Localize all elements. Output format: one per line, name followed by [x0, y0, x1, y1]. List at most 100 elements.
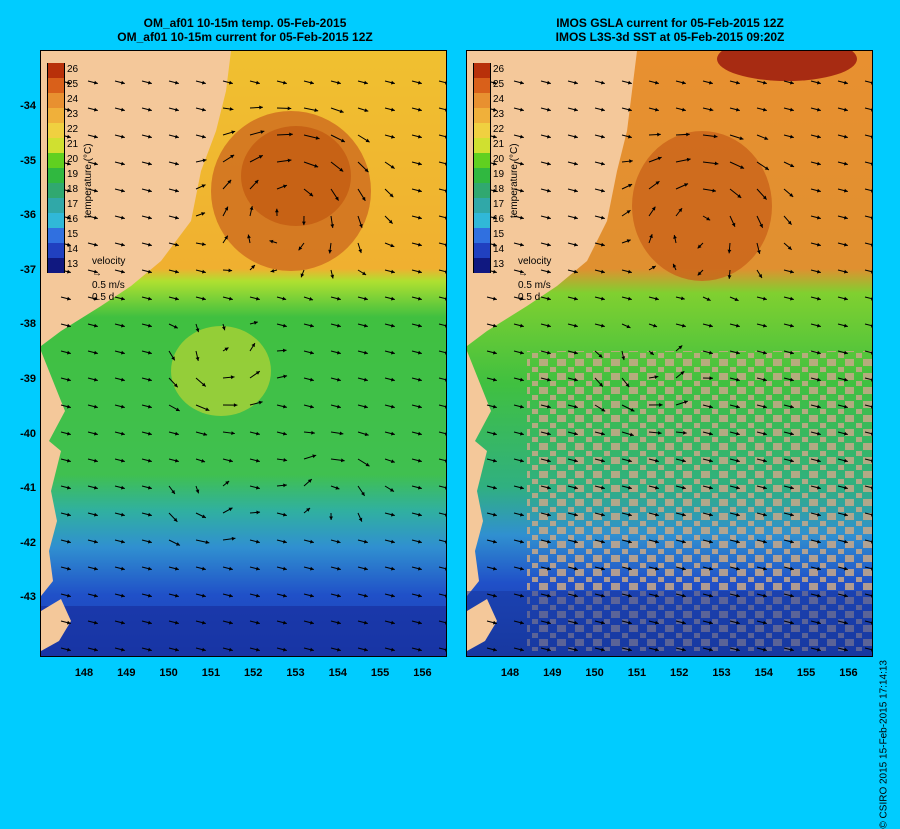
- velocity-key-left: velocity → 0.5 m/s 0.5 d: [92, 256, 125, 304]
- colorbar-swatch: [473, 168, 491, 183]
- colorbar-swatch: [473, 78, 491, 93]
- colorbar-tick-label: 15: [493, 229, 504, 240]
- current-arrowhead: [121, 189, 125, 193]
- latitude-tick-label: -39: [2, 373, 36, 385]
- current-arrowhead: [121, 108, 125, 112]
- colorbar-tick-label: 18: [493, 184, 504, 195]
- current-arrowhead: [148, 108, 152, 112]
- latitude-tick-label: -34: [2, 100, 36, 112]
- longitude-tick-label: 155: [791, 667, 821, 679]
- credit-text: © CSIRO 2015 15-Feb-2015 17:14:13: [879, 660, 890, 829]
- colorbar-swatch: [473, 213, 491, 228]
- colorbar-swatch: [47, 153, 65, 168]
- longitude-tick-label: 151: [622, 667, 652, 679]
- colorbar-swatch: [473, 123, 491, 138]
- colorbar-tick-label: 17: [493, 199, 504, 210]
- colorbar-swatch: [47, 213, 65, 228]
- velocity-arrow: →: [518, 268, 551, 280]
- current-arrowhead: [574, 108, 578, 112]
- longitude-tick-label: 152: [238, 667, 268, 679]
- colorbar-swatch: [473, 138, 491, 153]
- longitude-tick-label: 154: [323, 667, 353, 679]
- current-arrowhead: [148, 216, 152, 220]
- current-arrowhead: [574, 216, 578, 220]
- current-arrowhead: [148, 189, 152, 193]
- colorbar-tick-label: 15: [67, 229, 78, 240]
- longitude-tick-label: 151: [196, 667, 226, 679]
- warm-eddy: [632, 131, 772, 281]
- left-title-line1: OM_af01 10-15m temp. 05-Feb-2015: [40, 16, 450, 30]
- longitude-tick-label: 148: [69, 667, 99, 679]
- current-arrowhead: [175, 189, 179, 193]
- longitude-tick-label: 152: [664, 667, 694, 679]
- colorbar-swatch: [47, 78, 65, 93]
- current-arrowhead: [601, 135, 605, 139]
- latitude-tick-label: -36: [2, 209, 36, 221]
- velocity-duration: 0.5 d: [92, 292, 125, 304]
- colorbar-tick-label: 23: [67, 109, 78, 120]
- latitude-tick-label: -41: [2, 482, 36, 494]
- current-arrowhead: [601, 189, 605, 193]
- current-arrowhead: [547, 162, 551, 166]
- current-arrowhead: [574, 162, 578, 166]
- colorbar-swatch: [473, 258, 491, 273]
- longitude-tick-label: 150: [580, 667, 610, 679]
- current-arrowhead: [547, 189, 551, 193]
- current-arrowhead: [574, 135, 578, 139]
- velocity-speed: 0.5 m/s: [92, 280, 125, 292]
- longitude-tick-label: 156: [833, 667, 863, 679]
- colorbar-tick-label: 26: [67, 64, 78, 75]
- colorbar-title: temperature (°C): [509, 143, 520, 218]
- velocity-speed: 0.5 m/s: [518, 280, 551, 292]
- colorbar-swatch: [473, 108, 491, 123]
- current-arrowhead: [601, 108, 605, 112]
- longitude-tick-label: 155: [365, 667, 395, 679]
- colorbar-swatch: [473, 243, 491, 258]
- current-arrowhead: [121, 243, 125, 247]
- current-arrowhead: [148, 81, 152, 85]
- colorbar-tick-label: 14: [67, 244, 78, 255]
- latitude-tick-label: -38: [2, 318, 36, 330]
- current-arrowhead: [121, 216, 125, 220]
- colorbar-tick-label: 21: [67, 139, 78, 150]
- current-arrowhead: [574, 81, 578, 85]
- cool-eddy: [171, 326, 271, 416]
- latitude-tick-label: -40: [2, 428, 36, 440]
- current-arrowhead: [148, 243, 152, 247]
- colorbar-tick-label: 24: [67, 94, 78, 105]
- current-arrowhead: [148, 135, 152, 139]
- colorbar-swatch: [47, 138, 65, 153]
- velocity-arrow: →: [92, 268, 125, 280]
- colorbar-tick-label: 17: [67, 199, 78, 210]
- colorbar-swatch: [473, 183, 491, 198]
- velocity-duration: 0.5 d: [518, 292, 551, 304]
- colorbar-swatch: [47, 63, 65, 78]
- colorbar-tick-label: 16: [493, 214, 504, 225]
- colorbar-swatch: [47, 228, 65, 243]
- colorbar-tick-label: 20: [493, 154, 504, 165]
- latitude-tick-label: -42: [2, 537, 36, 549]
- warm-core: [241, 126, 351, 226]
- right-title-line1: IMOS GSLA current for 05-Feb-2015 12Z: [466, 16, 874, 30]
- current-arrowhead: [547, 243, 551, 247]
- left-title: OM_af01 10-15m temp. 05-Feb-2015 OM_af01…: [40, 16, 450, 44]
- colorbar-swatch: [47, 243, 65, 258]
- velocity-label: velocity: [518, 256, 551, 268]
- colorbar-swatch: [473, 63, 491, 78]
- colorbar-tick-label: 14: [493, 244, 504, 255]
- longitude-tick-label: 153: [281, 667, 311, 679]
- current-arrowhead: [574, 243, 578, 247]
- colorbar-swatch: [47, 93, 65, 108]
- velocity-label: velocity: [92, 256, 125, 268]
- longitude-tick-label: 149: [537, 667, 567, 679]
- velocity-key-right: velocity → 0.5 m/s 0.5 d: [518, 256, 551, 304]
- current-arrowhead: [574, 189, 578, 193]
- longitude-tick-label: 154: [749, 667, 779, 679]
- current-arrowhead: [175, 216, 179, 220]
- current-arrowhead: [148, 162, 152, 166]
- current-arrowhead: [121, 135, 125, 139]
- current-arrowhead: [175, 162, 179, 166]
- colorbar-tick-label: 22: [67, 124, 78, 135]
- colorbar-swatch: [47, 258, 65, 273]
